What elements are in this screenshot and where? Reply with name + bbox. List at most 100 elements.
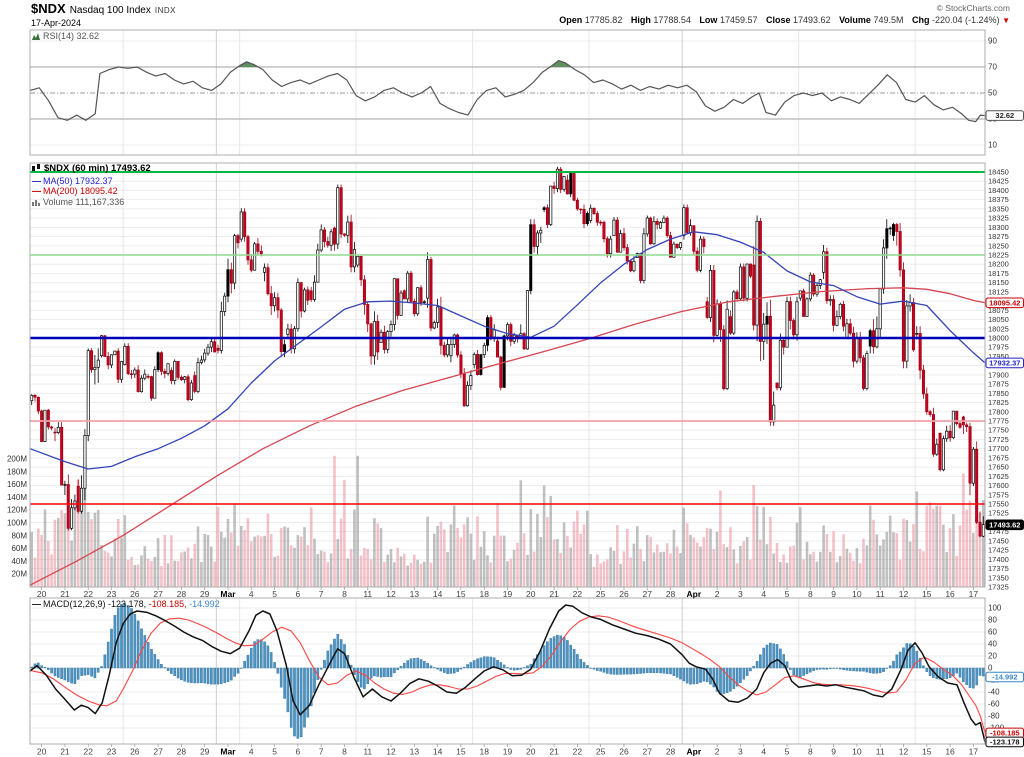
svg-text:17493.62: 17493.62 — [989, 520, 1020, 529]
svg-text:11: 11 — [363, 747, 372, 757]
open-label: Open — [559, 15, 583, 25]
svg-text:9: 9 — [831, 747, 836, 757]
close-value: 17493.62 — [793, 15, 831, 25]
svg-text:17875: 17875 — [988, 380, 1009, 389]
ma200-line — [29, 287, 986, 586]
svg-text:8: 8 — [808, 589, 813, 599]
svg-text:11: 11 — [876, 747, 885, 757]
svg-text:120M: 120M — [7, 506, 27, 515]
svg-text:20: 20 — [526, 747, 536, 757]
axis-labels: 1030507090173251735017375174001742517450… — [7, 37, 1009, 733]
svg-text:60M: 60M — [11, 544, 27, 553]
svg-text:23: 23 — [107, 589, 117, 599]
svg-text:10: 10 — [852, 589, 862, 599]
svg-text:80: 80 — [988, 616, 997, 625]
svg-text:17425: 17425 — [988, 546, 1009, 555]
svg-text:27: 27 — [643, 747, 653, 757]
macd-line — [29, 604, 986, 743]
svg-text:17375: 17375 — [988, 564, 1009, 573]
svg-text:27: 27 — [153, 747, 163, 757]
svg-text:17700: 17700 — [988, 444, 1009, 453]
svg-text:3: 3 — [738, 589, 743, 599]
svg-text:160M: 160M — [7, 480, 27, 489]
svg-text:22: 22 — [573, 747, 583, 757]
symbol-exchange: INDX — [154, 6, 176, 15]
volume-value: 749.5M — [873, 15, 904, 25]
svg-text:11: 11 — [876, 589, 885, 599]
rsi-panel — [29, 59, 986, 123]
svg-text:18125: 18125 — [988, 287, 1009, 296]
date-axis: 20202121222223232626272728282929MarMar44… — [37, 587, 978, 757]
ma50-line — [29, 231, 986, 470]
svg-text:18250: 18250 — [988, 241, 1009, 250]
chg-down-arrow-icon[interactable]: ▼ — [1002, 16, 1010, 25]
svg-text:18000: 18000 — [988, 334, 1009, 343]
svg-text:140M: 140M — [7, 493, 27, 502]
svg-text:5: 5 — [272, 747, 277, 757]
svg-text:25: 25 — [596, 589, 606, 599]
svg-text:18200: 18200 — [988, 260, 1009, 269]
svg-text:12: 12 — [899, 747, 909, 757]
low-label: Low — [699, 15, 718, 25]
svg-text:17675: 17675 — [988, 453, 1009, 462]
svg-text:0: 0 — [988, 664, 993, 673]
svg-text:60: 60 — [988, 628, 997, 637]
svg-text:17932.37: 17932.37 — [989, 359, 1020, 368]
svg-text:Mar: Mar — [220, 589, 236, 599]
svg-text:17625: 17625 — [988, 472, 1009, 481]
svg-text:7: 7 — [319, 747, 324, 757]
open-value: 17785.82 — [584, 15, 623, 25]
svg-text:17600: 17600 — [988, 481, 1009, 490]
grid-lines — [30, 30, 985, 744]
svg-text:18095.42: 18095.42 — [989, 298, 1020, 307]
svg-text:26: 26 — [619, 747, 629, 757]
svg-text:19: 19 — [503, 589, 513, 599]
svg-text:10: 10 — [852, 747, 862, 757]
moving-averages — [29, 231, 986, 586]
svg-text:13: 13 — [410, 589, 420, 599]
svg-text:15: 15 — [922, 589, 932, 599]
svg-text:100M: 100M — [7, 519, 27, 528]
volume-bars — [30, 455, 985, 587]
svg-text:-14.992: -14.992 — [992, 673, 1017, 682]
svg-text:13: 13 — [410, 747, 420, 757]
panel-borders — [29, 29, 986, 745]
macd-signal-line — [29, 615, 986, 734]
svg-text:18: 18 — [479, 589, 489, 599]
svg-text:18350: 18350 — [988, 204, 1009, 213]
svg-text:100: 100 — [988, 604, 1002, 613]
svg-text:5: 5 — [272, 589, 277, 599]
svg-text:17850: 17850 — [988, 389, 1009, 398]
high-value: 17788.54 — [653, 15, 691, 25]
svg-text:-123.178: -123.178 — [990, 738, 1020, 747]
svg-text:14: 14 — [433, 747, 443, 757]
svg-text:90: 90 — [988, 37, 997, 46]
svg-text:29: 29 — [200, 589, 210, 599]
svg-text:18375: 18375 — [988, 195, 1009, 204]
chg-label: Chg — [912, 15, 930, 25]
svg-text:12: 12 — [386, 589, 396, 599]
svg-text:26: 26 — [130, 589, 140, 599]
svg-text:-60: -60 — [988, 700, 1000, 709]
svg-text:7: 7 — [319, 589, 324, 599]
svg-text:17: 17 — [969, 747, 979, 757]
chart-date: 17-Apr-2024 — [31, 18, 82, 28]
svg-text:26: 26 — [619, 589, 629, 599]
svg-text:18275: 18275 — [988, 232, 1009, 241]
symbol: $NDX — [31, 1, 66, 16]
svg-text:23: 23 — [107, 747, 117, 757]
svg-text:70: 70 — [988, 63, 997, 72]
svg-text:18325: 18325 — [988, 214, 1009, 223]
svg-text:50: 50 — [988, 89, 997, 98]
header-left: $NDX Nasdaq 100 Index INDX 17-Apr-2024 — [31, 2, 176, 30]
svg-text:2: 2 — [715, 589, 720, 599]
svg-text:22: 22 — [83, 589, 93, 599]
svg-text:80M: 80M — [11, 531, 27, 540]
svg-text:4: 4 — [249, 747, 254, 757]
close-label: Close — [766, 15, 791, 25]
svg-text:12: 12 — [386, 747, 396, 757]
svg-text:29: 29 — [200, 747, 210, 757]
svg-text:21: 21 — [60, 747, 70, 757]
svg-text:20: 20 — [37, 589, 47, 599]
high-label: High — [630, 15, 651, 25]
